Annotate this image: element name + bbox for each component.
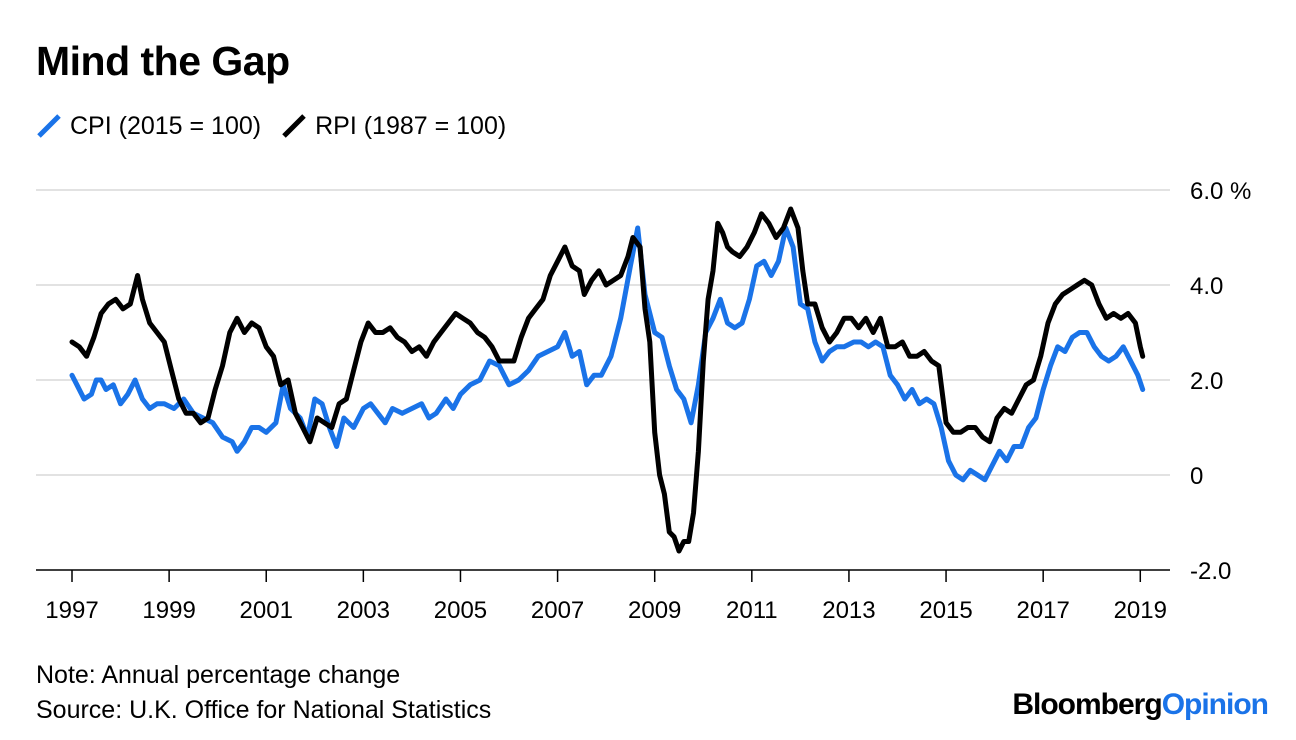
x-axis: 1997 1999 2001 2003 2005 2007 2009 2011 2013 2015… (36, 569, 1170, 624)
x-tick-label: 2009 (628, 597, 681, 624)
series-lines (69, 206, 1146, 554)
legend-swatch-rpi-icon (282, 114, 306, 138)
y-axis-tick-labels: 6.0 % 4.0 2.0 0 -2.0 (1190, 178, 1251, 585)
series-line-cpi (69, 225, 1146, 483)
x-tick-label: 2013 (822, 597, 875, 624)
x-tick-label: 1997 (45, 597, 98, 624)
y-tick-label: 6.0 % (1190, 178, 1251, 205)
x-tick-label: 2011 (726, 597, 778, 624)
chart-title: Mind the Gap (36, 38, 290, 84)
source-text: Source: U.K. Office for National Statist… (36, 696, 492, 724)
x-tick-label: 2001 (240, 597, 293, 624)
legend-item-cpi: CPI (2015 = 100) (36, 112, 261, 141)
legend-swatch-cpi-icon (37, 114, 61, 138)
y-tick-label: -2.0 (1190, 558, 1231, 585)
series-line-rpi (69, 206, 1146, 554)
y-tick-label: 4.0 (1190, 273, 1223, 300)
legend: CPI (2015 = 100) RPI (1987 = 100) (36, 110, 526, 142)
logo-brand: Bloomberg (1012, 688, 1162, 721)
note-text: Note: Annual percentage change (36, 661, 401, 689)
x-tick-label: 2007 (531, 597, 584, 624)
bloomberg-opinion-logo: BloombergOpinion (1012, 688, 1269, 722)
y-tick-label: 2.0 (1190, 368, 1223, 395)
x-tick-label: 1999 (142, 597, 195, 624)
legend-item-rpi: RPI (1987 = 100) (281, 112, 506, 141)
gridlines (36, 189, 1170, 476)
y-tick-label: 0 (1190, 463, 1203, 490)
x-tick-label: 2017 (1016, 597, 1069, 624)
x-tick-label: 2015 (919, 597, 972, 624)
x-tick-label: 2019 (1114, 597, 1167, 624)
x-tick-label: 2003 (337, 597, 390, 624)
logo-product: Opinion (1161, 688, 1269, 721)
legend-label-rpi: RPI (1987 = 100) (315, 111, 507, 140)
x-tick-label: 2005 (434, 597, 487, 624)
legend-label-cpi: CPI (2015 = 100) (70, 111, 262, 140)
footnote: Note: Annual percentage change Source: U… (36, 658, 491, 728)
